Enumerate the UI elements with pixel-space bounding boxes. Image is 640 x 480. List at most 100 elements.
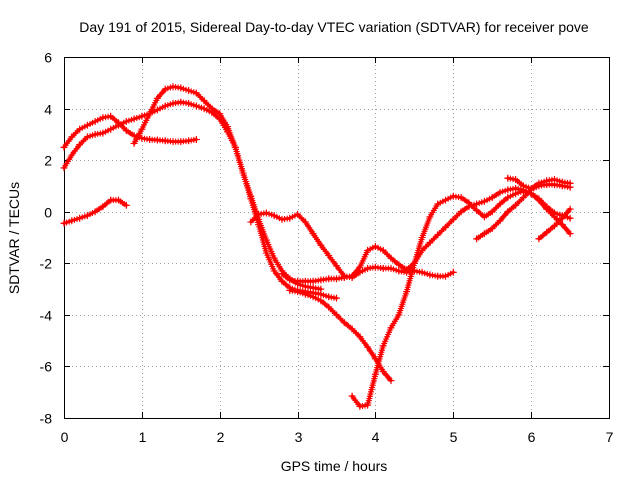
data-point	[364, 246, 372, 254]
data-point	[130, 115, 138, 123]
plot-frame	[64, 57, 610, 419]
series-1	[60, 196, 130, 227]
data-point	[83, 212, 91, 220]
data-point	[364, 401, 372, 409]
data-point	[301, 218, 309, 226]
data-point	[558, 221, 566, 229]
data-point	[512, 201, 520, 209]
data-point	[535, 195, 543, 203]
data-point	[286, 276, 294, 284]
x-tick-label: 4	[372, 429, 380, 445]
data-point	[153, 106, 161, 114]
data-point	[317, 297, 325, 305]
data-point	[473, 200, 481, 208]
data-point	[457, 194, 465, 201]
data-point	[527, 185, 535, 192]
data-point	[333, 294, 340, 302]
data-point	[76, 214, 84, 222]
y-tick-label: 6	[44, 50, 52, 66]
data-point	[185, 87, 193, 94]
data-point	[294, 288, 302, 296]
data-point	[449, 192, 457, 200]
data-point	[278, 277, 286, 285]
data-point	[403, 288, 411, 296]
data-point	[356, 333, 364, 341]
data-point	[278, 270, 286, 278]
data-point	[286, 286, 294, 294]
data-point	[325, 275, 333, 283]
data-point	[387, 254, 395, 262]
data-point	[340, 274, 348, 281]
grid-lines	[64, 57, 609, 418]
data-point	[192, 89, 200, 97]
data-point	[566, 205, 574, 213]
data-point	[410, 259, 418, 267]
data-point	[488, 208, 496, 216]
data-point	[115, 121, 122, 129]
data-point	[480, 230, 488, 238]
data-point	[76, 125, 84, 133]
y-tick-label: 0	[44, 205, 52, 221]
data-point	[348, 272, 356, 280]
series-3	[60, 98, 325, 293]
data-point	[239, 169, 247, 177]
data-point	[122, 118, 130, 125]
data-point	[177, 98, 185, 106]
data-point	[543, 177, 551, 185]
data-point	[107, 125, 115, 133]
data-point	[309, 277, 317, 285]
data-point	[387, 377, 395, 385]
x-tick-label: 0	[61, 429, 69, 445]
data-point	[325, 303, 333, 311]
data-point	[270, 254, 278, 262]
y-tick-label: -4	[40, 308, 53, 324]
series-line	[280, 187, 572, 283]
data-point	[512, 190, 520, 198]
data-point	[566, 230, 574, 238]
data-point	[130, 139, 138, 147]
data-point	[99, 203, 107, 211]
data-point	[519, 182, 527, 190]
data-point	[309, 230, 317, 238]
data-point	[496, 217, 504, 225]
data-point	[68, 151, 76, 159]
x-tick-label: 3	[295, 429, 303, 445]
data-point	[325, 252, 333, 259]
data-point	[208, 105, 216, 113]
data-point	[551, 176, 558, 183]
data-point	[99, 129, 107, 137]
data-point	[387, 264, 395, 272]
data-point	[262, 209, 270, 217]
series-markers	[247, 210, 457, 281]
data-point	[426, 271, 434, 279]
data-point	[177, 84, 185, 92]
data-point	[551, 209, 558, 217]
data-point	[255, 221, 263, 229]
data-point	[161, 102, 169, 110]
data-point	[449, 268, 457, 276]
data-point	[83, 121, 91, 129]
y-tick-label: -2	[40, 256, 53, 272]
data-point	[185, 137, 193, 145]
data-point	[91, 118, 99, 125]
data-point	[255, 210, 263, 218]
data-point	[566, 179, 574, 187]
data-point	[449, 215, 457, 223]
data-point	[504, 186, 512, 194]
data-point	[364, 343, 372, 351]
data-point	[442, 223, 449, 231]
axis-ticks: 0 1 2 3 4 5 6 7 -8 -6 -4 -2 0 2 4 6	[40, 50, 614, 446]
y-tick-label: 4	[44, 102, 52, 118]
data-point	[387, 324, 395, 332]
data-point	[192, 136, 200, 143]
data-point	[231, 143, 239, 151]
data-point	[480, 213, 488, 221]
data-point	[488, 225, 496, 232]
data-point	[216, 110, 224, 118]
data-point	[519, 194, 527, 201]
data-point	[535, 235, 543, 243]
data-point	[348, 325, 356, 333]
data-point	[395, 311, 403, 319]
data-point	[169, 138, 177, 146]
series-8	[286, 286, 395, 385]
